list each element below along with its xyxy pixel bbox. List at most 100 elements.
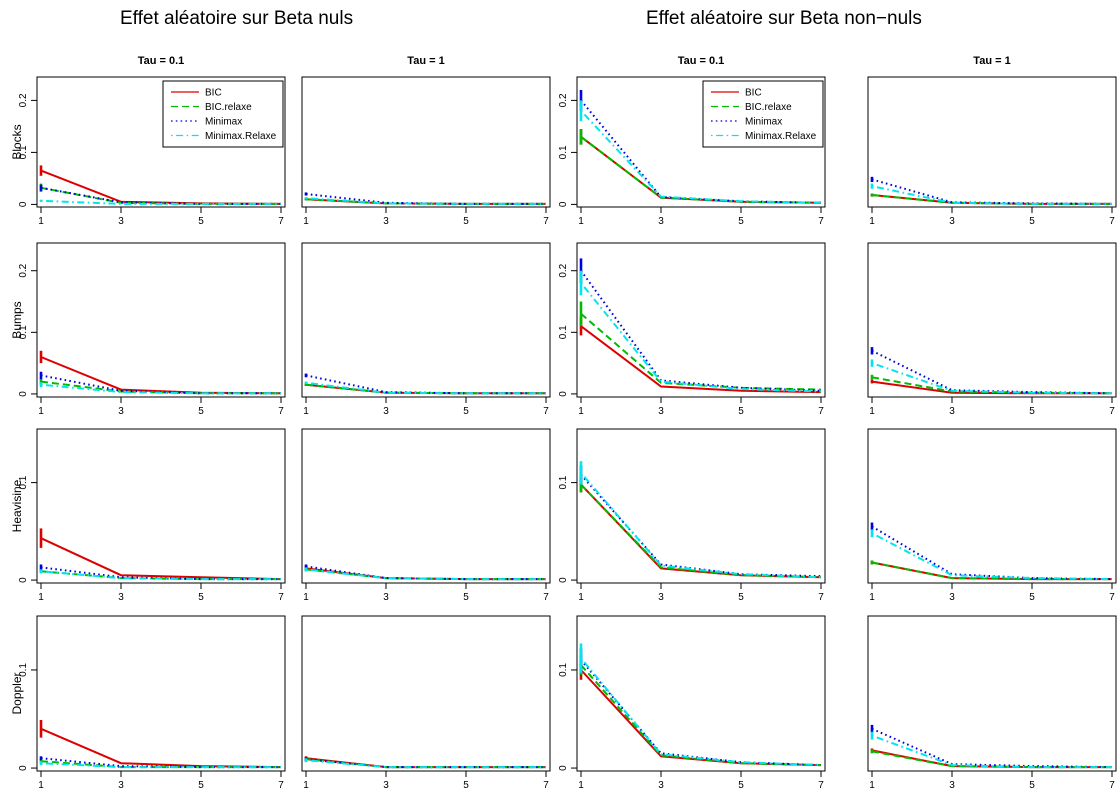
x-tick-label: 3 xyxy=(383,216,389,227)
x-tick-label: 1 xyxy=(869,780,875,791)
series-line-minimax xyxy=(580,474,822,578)
x-tick-label: 7 xyxy=(543,780,549,791)
x-tick-label: 1 xyxy=(578,780,584,791)
x-tick-label: 1 xyxy=(578,592,584,603)
series-line-bic-relaxe xyxy=(871,376,1113,395)
panel-frame xyxy=(576,428,826,584)
x-tick-label: 5 xyxy=(738,406,744,417)
series-line-minimax xyxy=(871,349,1113,395)
x-tick-label: 1 xyxy=(303,216,309,227)
y-tick-label: 0.2 xyxy=(558,93,569,107)
panel-frame xyxy=(301,428,551,584)
panel-heavisine-0: 1 3 5 7 0 0.1 xyxy=(18,428,286,603)
column-label: Tau = 0.1 xyxy=(138,55,185,67)
x-tick-label: 1 xyxy=(38,216,44,227)
x-tick-label: 5 xyxy=(738,592,744,603)
panel-heavisine-2: 1 3 5 7 0 0.1 xyxy=(558,428,826,603)
y-tick-label: 0 xyxy=(558,201,569,207)
x-tick-label: 3 xyxy=(383,406,389,417)
x-tick-label: 5 xyxy=(463,780,469,791)
x-tick-label: 5 xyxy=(463,406,469,417)
panel-blocks-2: 1 3 5 7 0 0.1 0.2 BIC BIC.relaxe Minimax Minimax.R… xyxy=(558,76,826,227)
series-line-minimax xyxy=(40,186,281,205)
series-line-bic xyxy=(580,669,822,767)
x-tick-label: 5 xyxy=(463,592,469,603)
series-line-bic xyxy=(580,325,822,394)
x-tick-label: 3 xyxy=(383,592,389,603)
series-line-bic-relaxe xyxy=(40,570,281,581)
series-line-bic xyxy=(40,356,282,395)
x-tick-label: 7 xyxy=(818,592,824,603)
x-tick-label: 1 xyxy=(303,592,309,603)
panel-bumps-2: 1 3 5 7 0 0.1 0.2 xyxy=(558,242,826,417)
x-tick-label: 5 xyxy=(198,780,204,791)
panel-frame xyxy=(576,615,826,772)
series-line-bic-relaxe xyxy=(871,750,1112,769)
right-group-title: Effet aléatoire sur Beta non−nuls xyxy=(646,8,922,29)
y-tick-label: 0.1 xyxy=(18,663,29,677)
x-tick-label: 7 xyxy=(818,780,824,791)
series-line-minimax xyxy=(871,178,1113,205)
y-tick-label: 0.1 xyxy=(558,145,569,159)
series-line-bic-relaxe xyxy=(871,194,1112,205)
panel-frame xyxy=(301,76,551,208)
y-tick-label: 0 xyxy=(558,765,569,771)
x-tick-label: 7 xyxy=(278,592,284,603)
series-line-minimax xyxy=(580,270,822,392)
series-line-bic-relaxe xyxy=(305,568,546,581)
panel-doppler-3: 1 3 5 7 xyxy=(867,615,1117,791)
x-tick-label: 5 xyxy=(1029,406,1035,417)
x-tick-label: 3 xyxy=(118,406,124,417)
series-line-minimax-relaxe xyxy=(871,185,1112,205)
row-label: Doppler xyxy=(10,672,24,714)
series-line-bic-relaxe xyxy=(580,483,822,579)
y-tick-label: 0.1 xyxy=(558,475,569,489)
x-tick-label: 5 xyxy=(1029,592,1035,603)
x-tick-label: 3 xyxy=(383,780,389,791)
series-line-bic-relaxe xyxy=(305,758,546,769)
legend-label: BIC xyxy=(205,88,222,99)
x-tick-label: 7 xyxy=(1109,406,1115,417)
panel-doppler-1: 1 3 5 7 xyxy=(301,615,551,791)
y-tick-label: 0.2 xyxy=(18,263,29,277)
legend-label: Minimax xyxy=(745,117,782,128)
legend-label: BIC.relaxe xyxy=(205,102,252,113)
series-line-minimax-relaxe xyxy=(871,734,1112,769)
panel-frame xyxy=(36,615,286,772)
x-tick-label: 1 xyxy=(303,406,309,417)
x-tick-label: 5 xyxy=(1029,780,1035,791)
series-line-minimax-relaxe xyxy=(871,362,1113,395)
x-tick-label: 5 xyxy=(198,216,204,227)
panel-bumps-3: 1 3 5 7 xyxy=(867,242,1117,417)
legend-label: Minimax xyxy=(205,117,242,128)
legend: BIC BIC.relaxe Minimax Minimax.Relaxe xyxy=(702,80,824,148)
row-label: Heavisine xyxy=(10,479,24,532)
panel-blocks-3: 1 3 5 7 xyxy=(867,76,1117,227)
series-line-bic-relaxe xyxy=(40,760,281,769)
series-line-minimax-relaxe xyxy=(305,197,546,205)
legend: BIC BIC.relaxe Minimax Minimax.Relaxe xyxy=(162,80,284,148)
y-tick-label: 0 xyxy=(18,201,29,207)
series-line-minimax xyxy=(580,659,822,767)
x-tick-label: 1 xyxy=(578,406,584,417)
panel-frame xyxy=(36,76,286,208)
panel-frame xyxy=(576,242,826,398)
x-tick-label: 5 xyxy=(198,592,204,603)
x-tick-label: 1 xyxy=(38,592,44,603)
x-tick-label: 1 xyxy=(869,216,875,227)
series-line-minimax xyxy=(305,374,546,395)
y-tick-label: 0.1 xyxy=(18,145,29,159)
column-label: Tau = 1 xyxy=(973,55,1010,67)
panel-frame xyxy=(301,242,551,398)
series-line-minimax xyxy=(580,99,822,204)
panel-frame xyxy=(867,428,1117,584)
x-tick-label: 7 xyxy=(1109,780,1115,791)
series-line-minimax-relaxe xyxy=(871,532,1113,581)
series-line-minimax-relaxe xyxy=(580,472,822,579)
x-tick-label: 5 xyxy=(463,216,469,227)
x-tick-label: 7 xyxy=(278,216,284,227)
panel-blocks-0: 1 3 5 7 0 0.1 0.2 BIC BIC.relaxe Minimax Minimax.R… xyxy=(18,76,286,227)
x-tick-label: 1 xyxy=(38,780,44,791)
series-line-bic-relaxe xyxy=(580,664,822,767)
